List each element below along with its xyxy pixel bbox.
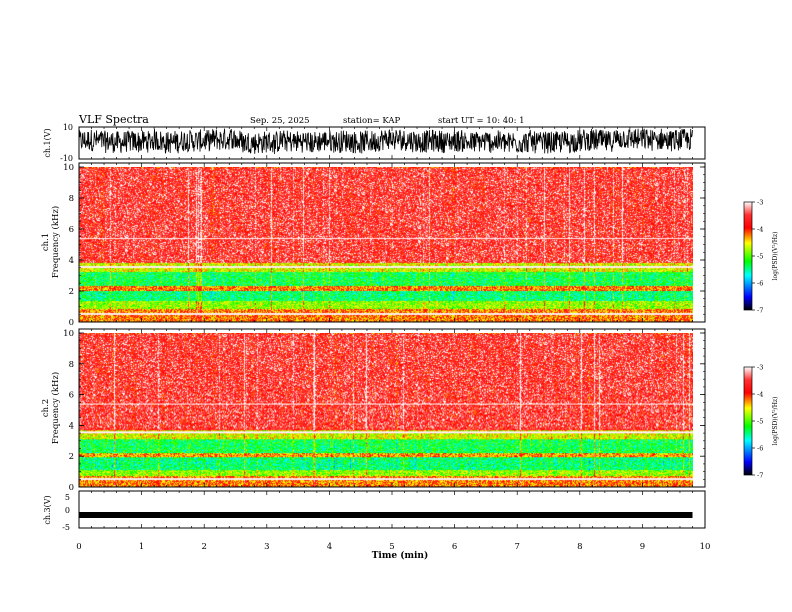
ch1-ytick-label: 6: [69, 225, 74, 235]
ch2-colorbar-label: log(PSD)(V²/Hz): [772, 397, 779, 446]
time-tick-label: 6: [452, 542, 457, 552]
ch3-waveform-line: [79, 512, 693, 518]
time-axis-label: Time (min): [372, 550, 429, 561]
ch1-waveform-trace: [78, 128, 693, 155]
colorbar-tick-label: -6: [757, 445, 763, 453]
ch1-colorbar-gradient: [743, 201, 753, 311]
time-tick-label: 4: [327, 542, 332, 552]
ch2-ytick-label: 4: [69, 421, 74, 431]
time-tick-label: 5: [389, 542, 394, 552]
time-tick-label: 1: [139, 542, 144, 552]
time-tick-label: 9: [640, 542, 645, 552]
ch3-waveform-ylabel: ch.3(V): [43, 495, 52, 524]
ch1-colorbar-ticks: -3 -4 -5 -6 -7: [752, 199, 763, 315]
ch2-spectrogram-heatmap: [79, 333, 693, 487]
ch1-waveform-ticks: [78, 127, 706, 159]
figure-title: VLF Spectra: [78, 113, 149, 126]
colorbar-tick-label: -4: [757, 391, 763, 399]
ch2-ytick-label: 0: [69, 483, 74, 493]
ch1-colorbar-label: log(PSD)(V²/Hz): [772, 232, 779, 281]
ch2-colorbar-ticks: -3 -4 -5 -6 -7: [752, 364, 763, 480]
ch2-ytick-label: 8: [69, 360, 74, 370]
ch3-waveform-ticks: [78, 491, 706, 528]
ch3-waveform-panel: 5 0 -5 ch.3(V): [43, 490, 706, 532]
time-tick-label: 10: [700, 542, 711, 552]
ch1-waveform-panel: 10 -10 ch.1(V): [43, 123, 706, 163]
ch3-ytick-mid: 0: [65, 506, 70, 515]
ch3-ytick-top: 5: [65, 493, 70, 502]
ch1-colorbar: -3 -4 -5 -6 -7 log(PSD)(V²/Hz): [743, 199, 779, 315]
colorbar-tick-label: -7: [757, 307, 763, 315]
ch2-ytick-label: 2: [69, 452, 74, 462]
ch1-ytick-label: 4: [69, 256, 74, 266]
start-time-label: start UT = 10: 40: 1: [438, 116, 525, 126]
ch1-ytick-bottom: -10: [60, 154, 73, 163]
ch1-spectrogram-ylabel: Frequency (kHz): [50, 206, 61, 278]
ch1-ytick-label: 10: [63, 163, 74, 173]
colorbar-tick-label: -7: [757, 472, 763, 480]
ch1-ytick-label: 2: [69, 287, 74, 297]
ch2-colorbar: -3 -4 -5 -6 -7 log(PSD)(V²/Hz): [743, 364, 779, 480]
ch2-spectrogram-ylabel-channel: ch.2: [41, 399, 51, 417]
time-tick-label: 8: [577, 542, 582, 552]
time-tick-label: 2: [201, 542, 206, 552]
time-tick-label: 7: [514, 542, 519, 552]
ch1-waveform-ylabel: ch.1(V): [43, 128, 52, 157]
ch1-ytick-label: 8: [69, 194, 74, 204]
colorbar-tick-label: -5: [757, 253, 763, 261]
time-axis: 0 1 2 3 4 5 6 7 8 9 10: [76, 542, 710, 552]
time-tick-label: 3: [264, 542, 269, 552]
ch2-spectrogram-ylabel: Frequency (kHz): [50, 372, 61, 444]
ch2-colorbar-gradient: [743, 366, 753, 476]
ch1-ytick-top: 10: [63, 123, 73, 132]
ch2-ytick-label: 10: [63, 329, 74, 339]
ch1-ytick-label: 0: [69, 318, 74, 328]
ch1-spectrogram-panel: 0 2 4 6 8 10 ch.1 Frequency (kHz): [41, 162, 706, 328]
ch1-spectrogram-heatmap: [79, 167, 693, 322]
ch2-spectrogram-axis: 0 2 4 6 8 10: [63, 329, 706, 493]
colorbar-tick-label: -3: [757, 199, 763, 207]
station-label: station= KAP: [343, 116, 401, 126]
colorbar-tick-label: -5: [757, 418, 763, 426]
ch1-spectrogram-axis: 0 2 4 6 8 10: [63, 163, 706, 328]
ch3-ytick-bottom: -5: [62, 523, 70, 532]
colorbar-tick-label: -3: [757, 364, 763, 372]
date-label: Sep. 25, 2025: [250, 116, 310, 126]
ch1-waveform-line: [78, 128, 693, 155]
colorbar-tick-label: -4: [757, 226, 763, 234]
colorbar-tick-label: -6: [757, 280, 763, 288]
ch1-spectrogram-ylabel-channel: ch.1: [41, 233, 51, 251]
ch2-ytick-label: 6: [69, 391, 74, 401]
ch2-spectrogram-panel: 0 2 4 6 8 10 ch.2 Frequency (kHz): [41, 328, 706, 493]
time-tick-label: 0: [76, 542, 81, 552]
